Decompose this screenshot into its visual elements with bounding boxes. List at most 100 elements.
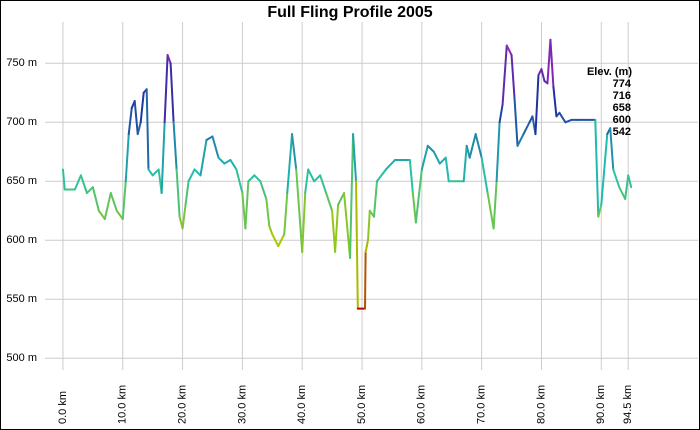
profile-segment [474, 133, 483, 159]
profile-segment [271, 233, 280, 248]
profile-segment [444, 156, 450, 183]
profile-segment [184, 180, 190, 206]
profile-segment [85, 186, 94, 195]
profile-segment [492, 180, 498, 230]
profile-segment [199, 138, 208, 177]
profile-segment [501, 44, 508, 106]
profile-segment [259, 180, 268, 200]
profile-segment [600, 133, 609, 206]
profile-segment [334, 203, 340, 254]
x-tick-label: 20.0 km [176, 385, 188, 424]
profile-segment [510, 54, 516, 100]
profile-segment [217, 156, 226, 165]
profile-segment [139, 91, 145, 124]
profile-segment [495, 121, 501, 183]
profile-segment [486, 192, 495, 230]
profile-segment [136, 121, 142, 136]
profile-segment [166, 54, 172, 65]
profile-segment [627, 174, 633, 189]
profile-segment [151, 168, 160, 177]
profile-segment [229, 159, 238, 171]
profile-segment [364, 251, 367, 310]
profile-segment [343, 192, 352, 259]
profile-segment [103, 192, 112, 221]
x-tick-label: 10.0 km [117, 385, 129, 424]
profile-segment [291, 133, 298, 171]
profile-segment [480, 156, 489, 195]
profile-segment [307, 168, 316, 183]
profile-segment [372, 180, 378, 218]
y-tick-label: 600 m [6, 234, 37, 246]
profile-segment [193, 168, 202, 177]
profile-segment [172, 121, 178, 171]
profile-segment [319, 174, 328, 195]
profile-segment [367, 209, 371, 242]
profile-segment [426, 144, 435, 153]
profile-segment [223, 159, 232, 165]
x-tick-label: 90.0 km [595, 385, 607, 424]
profile-segment [516, 133, 525, 147]
profile-segment [277, 233, 286, 248]
y-tick-label: 500 m [6, 352, 37, 364]
profile-segment [364, 239, 370, 254]
profile-segment [121, 180, 127, 221]
profile-segment [540, 68, 546, 82]
profile-segment [187, 168, 196, 183]
profile-segment [163, 54, 169, 124]
profile-segment [618, 186, 627, 200]
profile-segment [549, 38, 555, 88]
profile-segment [127, 107, 133, 136]
profile-segment [253, 174, 262, 183]
profile-segment [349, 133, 355, 259]
profile-segment [558, 111, 567, 124]
profile-segment [175, 168, 181, 218]
profile-segment [145, 88, 150, 171]
profile-segment [462, 144, 468, 183]
profile-segment [211, 135, 220, 159]
profile-segment [384, 159, 396, 171]
y-tick-label: 750 m [6, 57, 37, 69]
profile-segment [247, 174, 256, 183]
x-tick-label: 60.0 km [416, 385, 428, 424]
profile-segment [414, 168, 423, 224]
profile-segment [609, 127, 615, 171]
y-tick-label: 700 m [6, 116, 37, 128]
profile-segment [147, 168, 154, 177]
profile-segment [337, 192, 346, 206]
profile-segment [564, 118, 573, 124]
profile-segment [522, 121, 531, 136]
profile-segment [468, 133, 477, 159]
profile-segment [408, 159, 414, 195]
profile-segment [304, 168, 310, 195]
profile-segment [97, 209, 106, 221]
legend-entry: 658 [613, 102, 631, 114]
profile-segment [352, 133, 358, 183]
legend-entry: 716 [613, 90, 631, 102]
profile-segment [268, 225, 274, 236]
profile-segment [61, 168, 66, 191]
profile-segment [513, 97, 519, 147]
profile-segment [181, 203, 187, 230]
chart-title: Full Fling Profile 2005 [267, 4, 432, 21]
profile-segment [205, 135, 214, 141]
legend-title: Elev. (m) [587, 66, 632, 78]
profile-segment [115, 209, 124, 221]
profile-segment [235, 168, 244, 195]
profile-segment [597, 203, 603, 218]
profile-segment [295, 168, 304, 254]
profile-segment [244, 180, 250, 230]
profile-segment [73, 174, 82, 191]
y-tick-label: 650 m [6, 175, 37, 187]
profile-segment [355, 180, 359, 310]
profile-segment [91, 186, 100, 212]
profile-segment [505, 44, 513, 57]
profile-segment [325, 192, 334, 212]
profile-segment [79, 174, 88, 195]
x-tick-label: 70.0 km [476, 385, 488, 424]
profile-segment [552, 85, 558, 118]
profile-segment [438, 156, 447, 165]
profile-segment [133, 100, 139, 136]
profile-segment [265, 197, 271, 228]
profile-segment [286, 133, 294, 195]
